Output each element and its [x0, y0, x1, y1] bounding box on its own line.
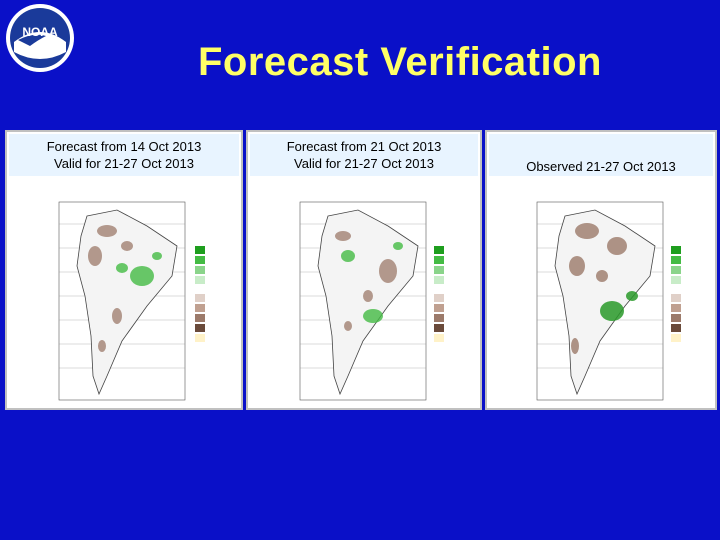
precip-map	[248, 176, 480, 408]
forecast-panel-2: Forecast from 21 Oct 2013 Valid for 21-2…	[246, 130, 482, 410]
panel-caption: Forecast from 14 Oct 2013 Valid for 21-2…	[7, 138, 241, 172]
observed-panel: Observed 21-27 Oct 2013	[485, 130, 717, 410]
caption-line-1: Observed 21-27 Oct 2013	[526, 159, 676, 174]
caption-line-1: Forecast from 14 Oct 2013	[46, 139, 202, 154]
page-title: Forecast Verification	[198, 40, 602, 84]
caption-line-1: Forecast from 21 Oct 2013	[286, 139, 442, 154]
noaa-logo: NOAA	[6, 4, 74, 72]
panel-caption: Observed 21-27 Oct 2013	[487, 158, 715, 175]
legend	[195, 246, 205, 342]
legend	[671, 246, 681, 342]
caption-line-2: Valid for 21-27 Oct 2013	[294, 156, 434, 171]
precip-map	[7, 176, 241, 408]
forecast-panel-1: Forecast from 14 Oct 2013 Valid for 21-2…	[5, 130, 243, 410]
caption-line-2: Valid for 21-27 Oct 2013	[54, 156, 194, 171]
precip-map	[487, 176, 715, 408]
logo-text: NOAA	[22, 25, 58, 39]
panel-caption: Forecast from 21 Oct 2013 Valid for 21-2…	[248, 138, 480, 172]
legend	[434, 246, 444, 342]
